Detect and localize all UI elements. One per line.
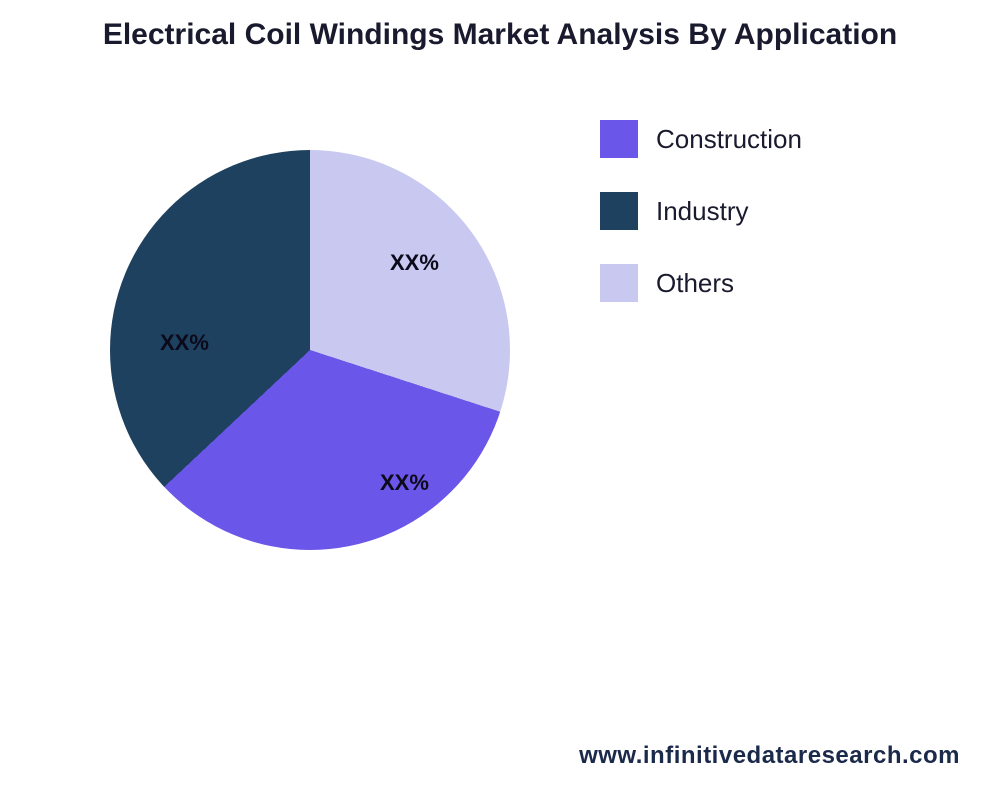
- pie-slice-label: XX%: [390, 250, 439, 276]
- legend-swatch: [600, 120, 638, 158]
- pie-slice-label: XX%: [160, 330, 209, 356]
- legend-label: Industry: [656, 196, 749, 227]
- pie-slice-label: XX%: [380, 470, 429, 496]
- legend-label: Others: [656, 268, 734, 299]
- legend-item: Others: [600, 264, 802, 302]
- footer-url: www.infinitivedataresearch.com: [579, 742, 960, 770]
- legend-label: Construction: [656, 124, 802, 155]
- pie-chart-container: XX% XX% XX%: [60, 100, 560, 600]
- legend-item: Industry: [600, 192, 802, 230]
- legend: Construction Industry Others: [600, 120, 802, 336]
- chart-title: Electrical Coil Windings Market Analysis…: [103, 18, 897, 52]
- legend-swatch: [600, 192, 638, 230]
- legend-swatch: [600, 264, 638, 302]
- legend-item: Construction: [600, 120, 802, 158]
